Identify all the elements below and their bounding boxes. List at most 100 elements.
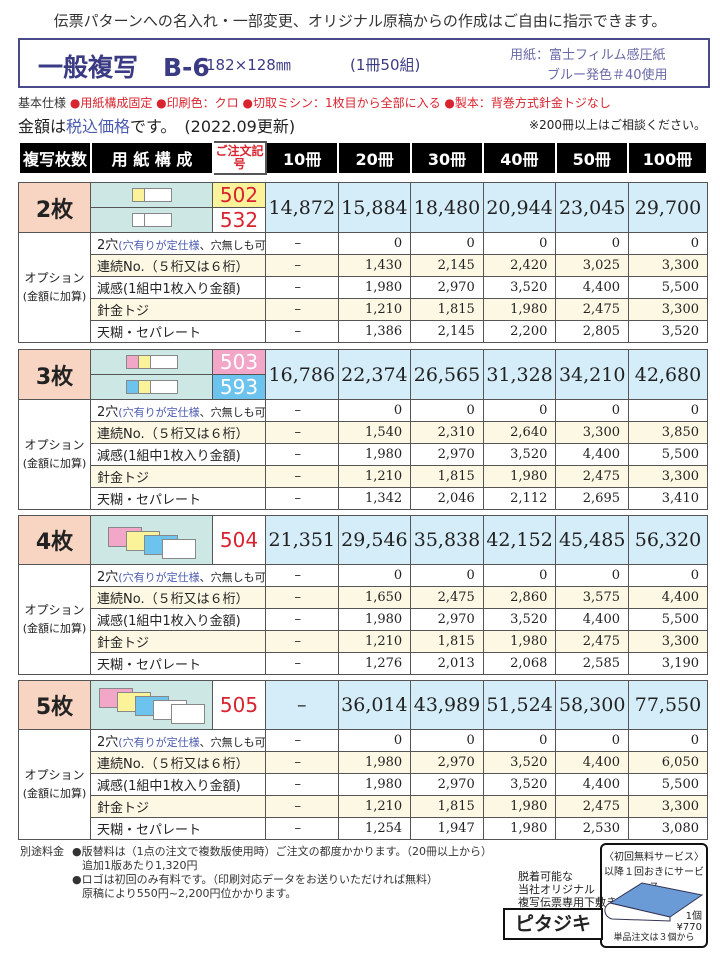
option-price: 2,695 [555,487,629,510]
header-qty: 20冊 [337,141,412,175]
option-name-note: 、穴無しも可) [199,406,266,419]
option-price: 0 [628,729,708,752]
promo-line: 脱着可能な [518,870,573,883]
option-row: 減感(1組中1枚入り金額) –1,980 2,970 3,520 4,400 5,500 [19,608,708,631]
extra-fees: 別途料金 ●版替料は（1点の注文で複数版使用時）ご注文の都度かかります。（20冊… [20,845,492,901]
option-price: – [265,254,339,277]
copy-count: 2枚 [18,182,91,233]
main-row: 593 [19,374,708,400]
option-price: 4,400 [555,608,629,631]
option-price: 1,210 [337,465,412,488]
option-price: 0 [555,564,629,587]
fees-line: ●版替料は（1点の注文で複数版使用時）ご注文の都度かかります。（20冊以上から） [72,845,492,858]
option-price: 0 [555,729,629,752]
option-row: 天糊・セパレート –1,254 1,947 1,980 2,530 3,080 [19,817,708,840]
option-price: – [265,773,339,796]
price-cell: 14,872 [265,182,339,233]
main-row: 2枚 502 14,872 15,884 18,480 20,944 23,045 29,70… [18,182,708,233]
price-cell: 51,524 [482,680,557,730]
price-cell: 45,485 [555,515,629,565]
price-cell: – [265,680,339,730]
option-price: – [265,443,339,466]
option-row: 針金トジ –1,210 1,815 1,980 2,475 3,300 [19,298,708,321]
option-price: 1,980 [482,465,557,488]
option-price: 1,815 [410,298,484,321]
option-name: 減感(1組中1枚入り金額) [90,608,266,631]
option-price: 1,980 [337,276,412,299]
option-row: 天糊・セパレート –1,342 2,046 2,112 2,695 3,410 [19,487,708,510]
header-qty: 100冊 [627,141,708,175]
order-code: 532 [212,207,266,233]
option-price: 4,400 [555,773,629,796]
option-price: 0 [337,729,412,752]
min-order: 単品注文は３個から [613,933,695,943]
main-row: 5枚 505–36,014 43,989 51,524 58,300 77,550 [18,680,708,730]
option-price: – [265,320,339,343]
option-price: 1,650 [337,586,412,609]
price-cell: 34,210 [555,349,629,400]
option-sub: (金額に加算) [22,457,87,470]
copy-count: 5枚 [18,680,91,730]
sheet-white-icon [162,538,196,559]
option-name-note: 、穴無しも可) [199,736,266,749]
option-price: 0 [337,232,412,255]
option-name-text: 天糊・セパレート [97,326,202,341]
option-price: – [265,795,339,818]
option-name-text: 針金トジ [97,636,150,651]
option-name: 2穴(穴有りが定仕様、穴無しも可) [90,232,266,255]
product-name: ピタジキ [503,908,603,940]
option-name: 減感(1組中1枚入り金額) [90,276,266,299]
option-price: 2,046 [410,487,484,510]
option-price: – [265,487,339,510]
option-price: 2,585 [555,652,629,675]
option-title: オプション [24,603,85,617]
option-price: 2,475 [555,298,629,321]
paper-composition [90,515,213,565]
option-price: 1,980 [337,773,412,796]
promo-line: 複写伝票専用下敷き [518,896,617,909]
paper-composition [90,349,213,375]
option-title: オプション [24,768,85,782]
main-row: 3枚 503 16,786 22,374 26,565 31,328 34,210 42,68… [18,349,708,400]
option-price: 3,575 [555,586,629,609]
price-cell: 22,374 [337,349,412,400]
option-price: 0 [628,232,708,255]
option-price: 5,500 [628,276,708,299]
option-name: 2穴(穴有りが定仕様、穴無しも可) [90,729,266,752]
price-cell: 16,786 [265,349,339,400]
option-price: 0 [555,399,629,422]
copy-count: 4枚 [18,515,91,565]
price-cell: 56,320 [628,515,708,565]
option-price: 3,300 [555,421,629,444]
option-label: オプション (金額に加算) [18,399,91,510]
option-price: 2,475 [555,465,629,488]
option-price: 0 [337,564,412,587]
option-price: 3,520 [482,443,557,466]
option-price: 3,410 [628,487,708,510]
copy-count: 3枚 [18,349,91,400]
option-name-text: 2穴 [97,405,119,420]
price-cell: 15,884 [337,182,412,233]
option-price: 2,200 [482,320,557,343]
option-name-text: 針金トジ [97,801,150,816]
option-name: 天糊・セパレート [90,652,266,675]
option-row: 連続No.（５桁又は６桁） –1,430 2,145 2,420 3,025 3,300 [19,254,708,277]
option-row: 連続No.（５桁又は６桁） –1,540 2,310 2,640 3,300 3,850 [19,421,708,444]
option-price: 2,475 [555,795,629,818]
order-code: 593 [212,374,266,400]
option-name: 連続No.（５桁又は６桁） [90,751,266,774]
option-name-text: 連続No.（５桁又は６桁） [97,427,249,442]
option-price: 2,970 [410,443,484,466]
promo-text: 脱着可能な 当社オリジナル 複写伝票専用下敷き [518,870,617,909]
option-row: 天糊・セパレート –1,386 2,145 2,200 2,805 3,520 [19,320,708,343]
option-price: 1,815 [410,795,484,818]
option-row: 針金トジ –1,210 1,815 1,980 2,475 3,300 [19,465,708,488]
option-name-note: 、穴無しも可) [199,239,266,252]
option-name: 連続No.（５桁又は６桁） [90,586,266,609]
option-price: 2,145 [410,254,484,277]
option-price: 2,640 [482,421,557,444]
main-row: 532 [19,207,708,233]
option-price: 0 [410,564,484,587]
price-note-pre: 金額は [18,117,67,136]
option-price: 1,980 [482,817,557,840]
